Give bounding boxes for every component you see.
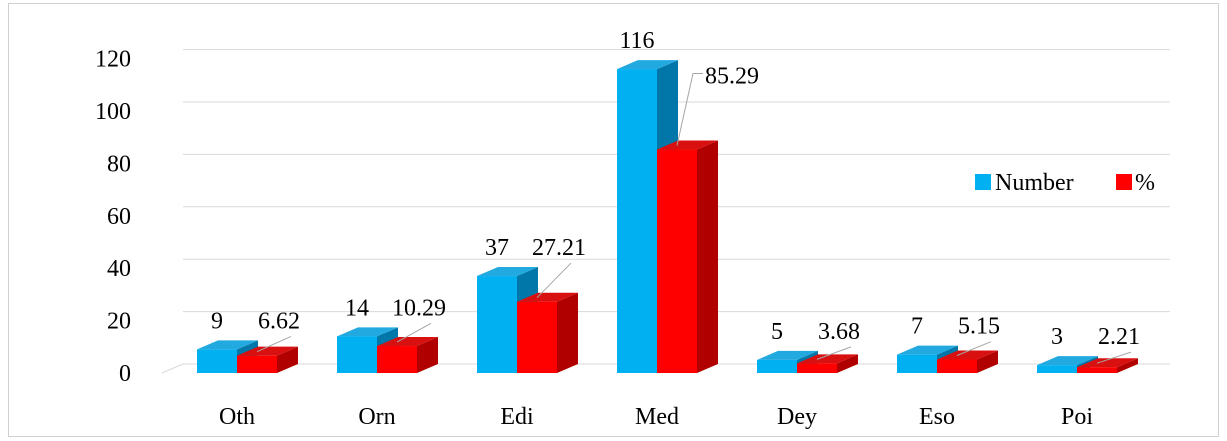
bar-side-face (277, 346, 298, 373)
data-label-number: 3 (1051, 324, 1063, 350)
y-tick-label: 120 (95, 47, 131, 73)
bar-top-face (657, 140, 718, 150)
data-label-percent: 27.21 (532, 235, 586, 261)
bars (197, 60, 1138, 373)
y-tick-label: 100 (95, 99, 131, 125)
bar-front-face (1077, 367, 1117, 373)
data-label-leader (676, 73, 703, 146)
x-axis-categories: Oth Orn Edi Med Dey Eso Poi (219, 404, 1093, 430)
data-label-leader (256, 335, 292, 353)
y-tick-label: 0 (119, 361, 131, 387)
legend-label-percent: % (1135, 170, 1155, 196)
bar-top-face (477, 267, 538, 277)
data-label-leader (956, 341, 992, 356)
legend-label-number: Number (995, 170, 1074, 196)
bar-percent-orn (377, 337, 438, 373)
bar-top-face (897, 345, 958, 355)
x-category-label: Oth (219, 404, 255, 430)
bar-front-face (797, 363, 837, 373)
data-label-percent: 6.62 (258, 308, 300, 334)
bar-front-face (237, 355, 277, 373)
bar-percent-edi (517, 292, 578, 373)
legend-swatch-number (975, 174, 991, 190)
bar-side-face (1117, 358, 1138, 373)
bar-top-face (197, 340, 258, 350)
bar-front-face (517, 301, 557, 373)
data-label-number: 9 (211, 308, 223, 334)
data-label-percent: 10.29 (392, 295, 446, 321)
y-tick-label: 20 (107, 309, 131, 335)
bar-top-face (517, 292, 578, 302)
data-label-number: 5 (771, 319, 783, 345)
bar-top-face (337, 327, 398, 337)
bar-front-face (617, 69, 657, 373)
bar-percent-eso (937, 350, 998, 373)
legend-swatch-percent (1116, 174, 1132, 190)
bar-front-face (757, 359, 797, 373)
x-category-label: Eso (919, 404, 955, 430)
legend: Number % (975, 170, 1155, 196)
y-axis-ticks: 0 20 40 60 80 100 120 (95, 47, 131, 387)
data-label-number: 116 (619, 28, 654, 54)
bar-side-face (697, 140, 718, 373)
bar-top-face (237, 346, 298, 356)
data-label-leader (396, 322, 432, 343)
bar-front-face (657, 149, 697, 373)
bar-percent-poi (1077, 358, 1138, 373)
data-label-percent: 5.15 (958, 314, 1000, 340)
x-category-label: Orn (358, 404, 395, 430)
data-label-number: 37 (485, 235, 509, 261)
data-labels: 9 6.62 14 10.29 37 27.21 116 85.29 5 3.68 7 5.15 3 2.… (211, 28, 1140, 364)
bar-front-face (377, 346, 417, 373)
bar-top-face (1077, 358, 1138, 368)
data-label-percent: 3.68 (818, 319, 860, 345)
bar-top-face (797, 354, 858, 364)
data-label-leader (536, 262, 572, 299)
bar-front-face (337, 336, 377, 373)
bar-percent-oth (237, 346, 298, 373)
bar-percent-med (657, 140, 718, 373)
floor-edge (161, 363, 184, 374)
data-label-percent: 85.29 (705, 64, 759, 90)
bar-top-face (757, 350, 818, 360)
bar-front-face (197, 349, 237, 373)
x-category-label: Med (635, 404, 679, 430)
x-category-label: Edi (500, 404, 534, 430)
data-label-number: 14 (345, 295, 369, 321)
bar-side-face (417, 337, 438, 373)
bar-percent-dey (797, 354, 858, 373)
bar-front-face (897, 354, 937, 373)
y-tick-label: 40 (107, 256, 131, 282)
bar-top-face (617, 60, 678, 70)
x-category-label: Dey (777, 404, 817, 430)
bar-top-face (937, 350, 998, 360)
bar-top-face (377, 337, 438, 347)
y-tick-label: 80 (107, 151, 131, 177)
x-category-label: Poi (1061, 404, 1093, 430)
bar-side-face (837, 354, 858, 373)
bar-front-face (937, 359, 977, 373)
data-label-leader (1096, 351, 1132, 364)
bar-front-face (477, 276, 517, 373)
y-tick-label: 60 (107, 204, 131, 230)
bar-top-face (1037, 356, 1098, 366)
bar-front-face (1037, 365, 1077, 373)
bar-side-face (557, 292, 578, 373)
data-label-leader (816, 346, 852, 360)
data-label-number: 7 (911, 314, 923, 340)
data-label-percent: 2.21 (1098, 324, 1140, 350)
bar-side-face (977, 350, 998, 373)
